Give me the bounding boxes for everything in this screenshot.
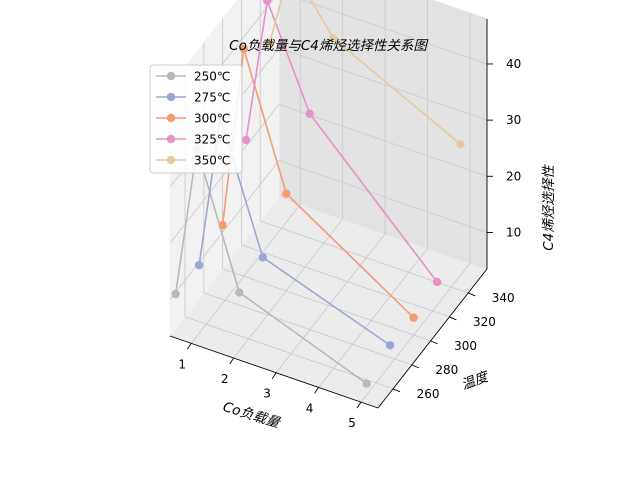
tick-mark [271, 372, 277, 379]
tick-mark [229, 357, 235, 365]
data-point [258, 253, 267, 262]
data-point [194, 260, 204, 270]
legend-item: 250℃ [156, 70, 230, 84]
grid-line [278, 160, 488, 233]
legend-item: 300℃ [156, 112, 230, 126]
data-point [432, 277, 442, 287]
legend-box [149, 64, 243, 174]
data-point [241, 135, 251, 145]
legend: 250℃ 275℃ 300℃ 325℃ 350℃ [149, 64, 243, 174]
data-point [362, 379, 371, 388]
legend-label: 275℃ [194, 91, 230, 105]
x-tick-label: 2 [221, 372, 229, 386]
data-point [265, 39, 274, 48]
tick-mark [449, 316, 457, 321]
grid-line [222, 268, 431, 342]
axis-lines [169, 19, 488, 409]
tick-mark [430, 340, 438, 345]
data-point [456, 140, 465, 149]
y-tick-label: 320 [473, 315, 496, 329]
grid-line [278, 47, 488, 121]
y-tick-label: 280 [435, 363, 458, 377]
grid-line [278, 103, 488, 177]
tick-mark [468, 292, 476, 297]
legend-marker [166, 113, 176, 123]
z-tick-label: 40 [506, 57, 521, 71]
data-point [329, 34, 338, 43]
data-point [409, 313, 418, 322]
series-line [174, 147, 368, 385]
tick-mark [314, 387, 319, 394]
data-point [385, 341, 395, 350]
y-tick-label: 340 [492, 291, 515, 305]
legend-item: 325℃ [156, 133, 230, 147]
data-point [305, 109, 314, 119]
x-tick-label: 5 [348, 416, 356, 430]
grid-line [203, 292, 412, 366]
z-tick-label: 20 [506, 169, 521, 183]
data-point [263, 0, 272, 5]
legend-label: 300℃ [194, 112, 230, 126]
legend-marker [166, 71, 176, 81]
legend-item: 275℃ [156, 91, 230, 105]
data-point [218, 220, 227, 230]
legend-label: 250℃ [194, 70, 230, 84]
grid-line [169, 160, 280, 300]
grid-line [169, 104, 280, 244]
y-tick-label: 300 [454, 339, 477, 353]
grid-line [360, 262, 471, 403]
x-axis-label: Co负载量 [221, 399, 283, 432]
legend-label: 325℃ [194, 133, 230, 147]
series-line [268, 0, 462, 145]
grid-line [190, 204, 301, 344]
data-point [282, 189, 291, 198]
tick-mark [356, 401, 362, 409]
grid-line [318, 248, 428, 388]
series-line [245, 0, 438, 283]
data-point [171, 289, 180, 299]
z-axis-label: C4烯烃选择性 [541, 164, 557, 251]
series-line [198, 116, 391, 346]
legend-marker [166, 134, 176, 144]
chart-title: Co负载量与C4烯烃选择性关系图 [229, 38, 429, 54]
y-tick-label: 260 [417, 387, 440, 401]
grid-line [241, 244, 450, 318]
tick-mark [411, 364, 420, 369]
x-tick-label: 1 [178, 357, 186, 371]
legend-marker [166, 155, 176, 165]
y-axis-label: 温度 [459, 368, 492, 393]
grid-line [275, 233, 386, 373]
y-axis-line [377, 268, 488, 409]
series-5 [265, 0, 465, 149]
grid-line [233, 218, 343, 359]
series-4 [241, 0, 442, 287]
z-tick-label: 30 [506, 113, 521, 127]
data-point [235, 288, 244, 297]
tick-mark [392, 388, 401, 393]
tick-mark [186, 343, 192, 350]
axes-panes [169, 0, 488, 409]
legend-marker [166, 92, 176, 102]
axis-ticks: 1 2 3 4 5 260 280 300 320 340 10 20 30 40 [178, 57, 521, 430]
x-tick-label: 4 [306, 401, 314, 415]
legend-item: 350℃ [156, 154, 230, 168]
x-tick-label: 3 [263, 387, 271, 401]
legend-label: 350℃ [194, 154, 230, 168]
x-axis-line [169, 335, 379, 409]
data-point [239, 44, 248, 53]
z-tick-label: 10 [506, 225, 521, 239]
